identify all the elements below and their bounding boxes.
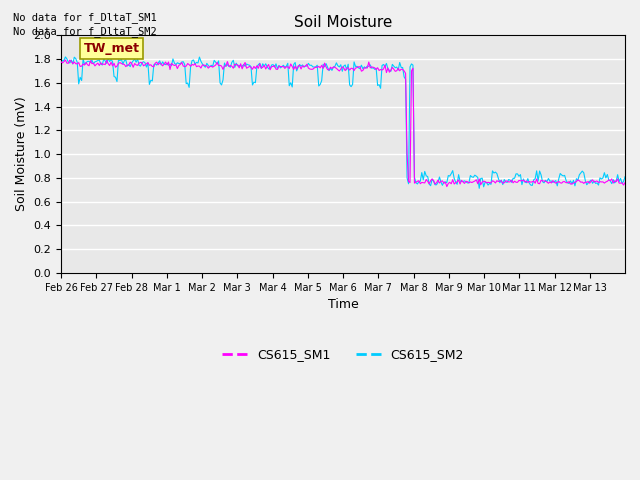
X-axis label: Time: Time <box>328 298 358 311</box>
Legend: CS615_SM1, CS615_SM2: CS615_SM1, CS615_SM2 <box>217 343 469 366</box>
Text: No data for f_DltaT_SM1: No data for f_DltaT_SM1 <box>13 12 157 23</box>
Text: No data for f_DltaT_SM2: No data for f_DltaT_SM2 <box>13 26 157 37</box>
Title: Soil Moisture: Soil Moisture <box>294 15 392 30</box>
Y-axis label: Soil Moisture (mV): Soil Moisture (mV) <box>15 96 28 212</box>
Text: TW_met: TW_met <box>84 42 140 55</box>
